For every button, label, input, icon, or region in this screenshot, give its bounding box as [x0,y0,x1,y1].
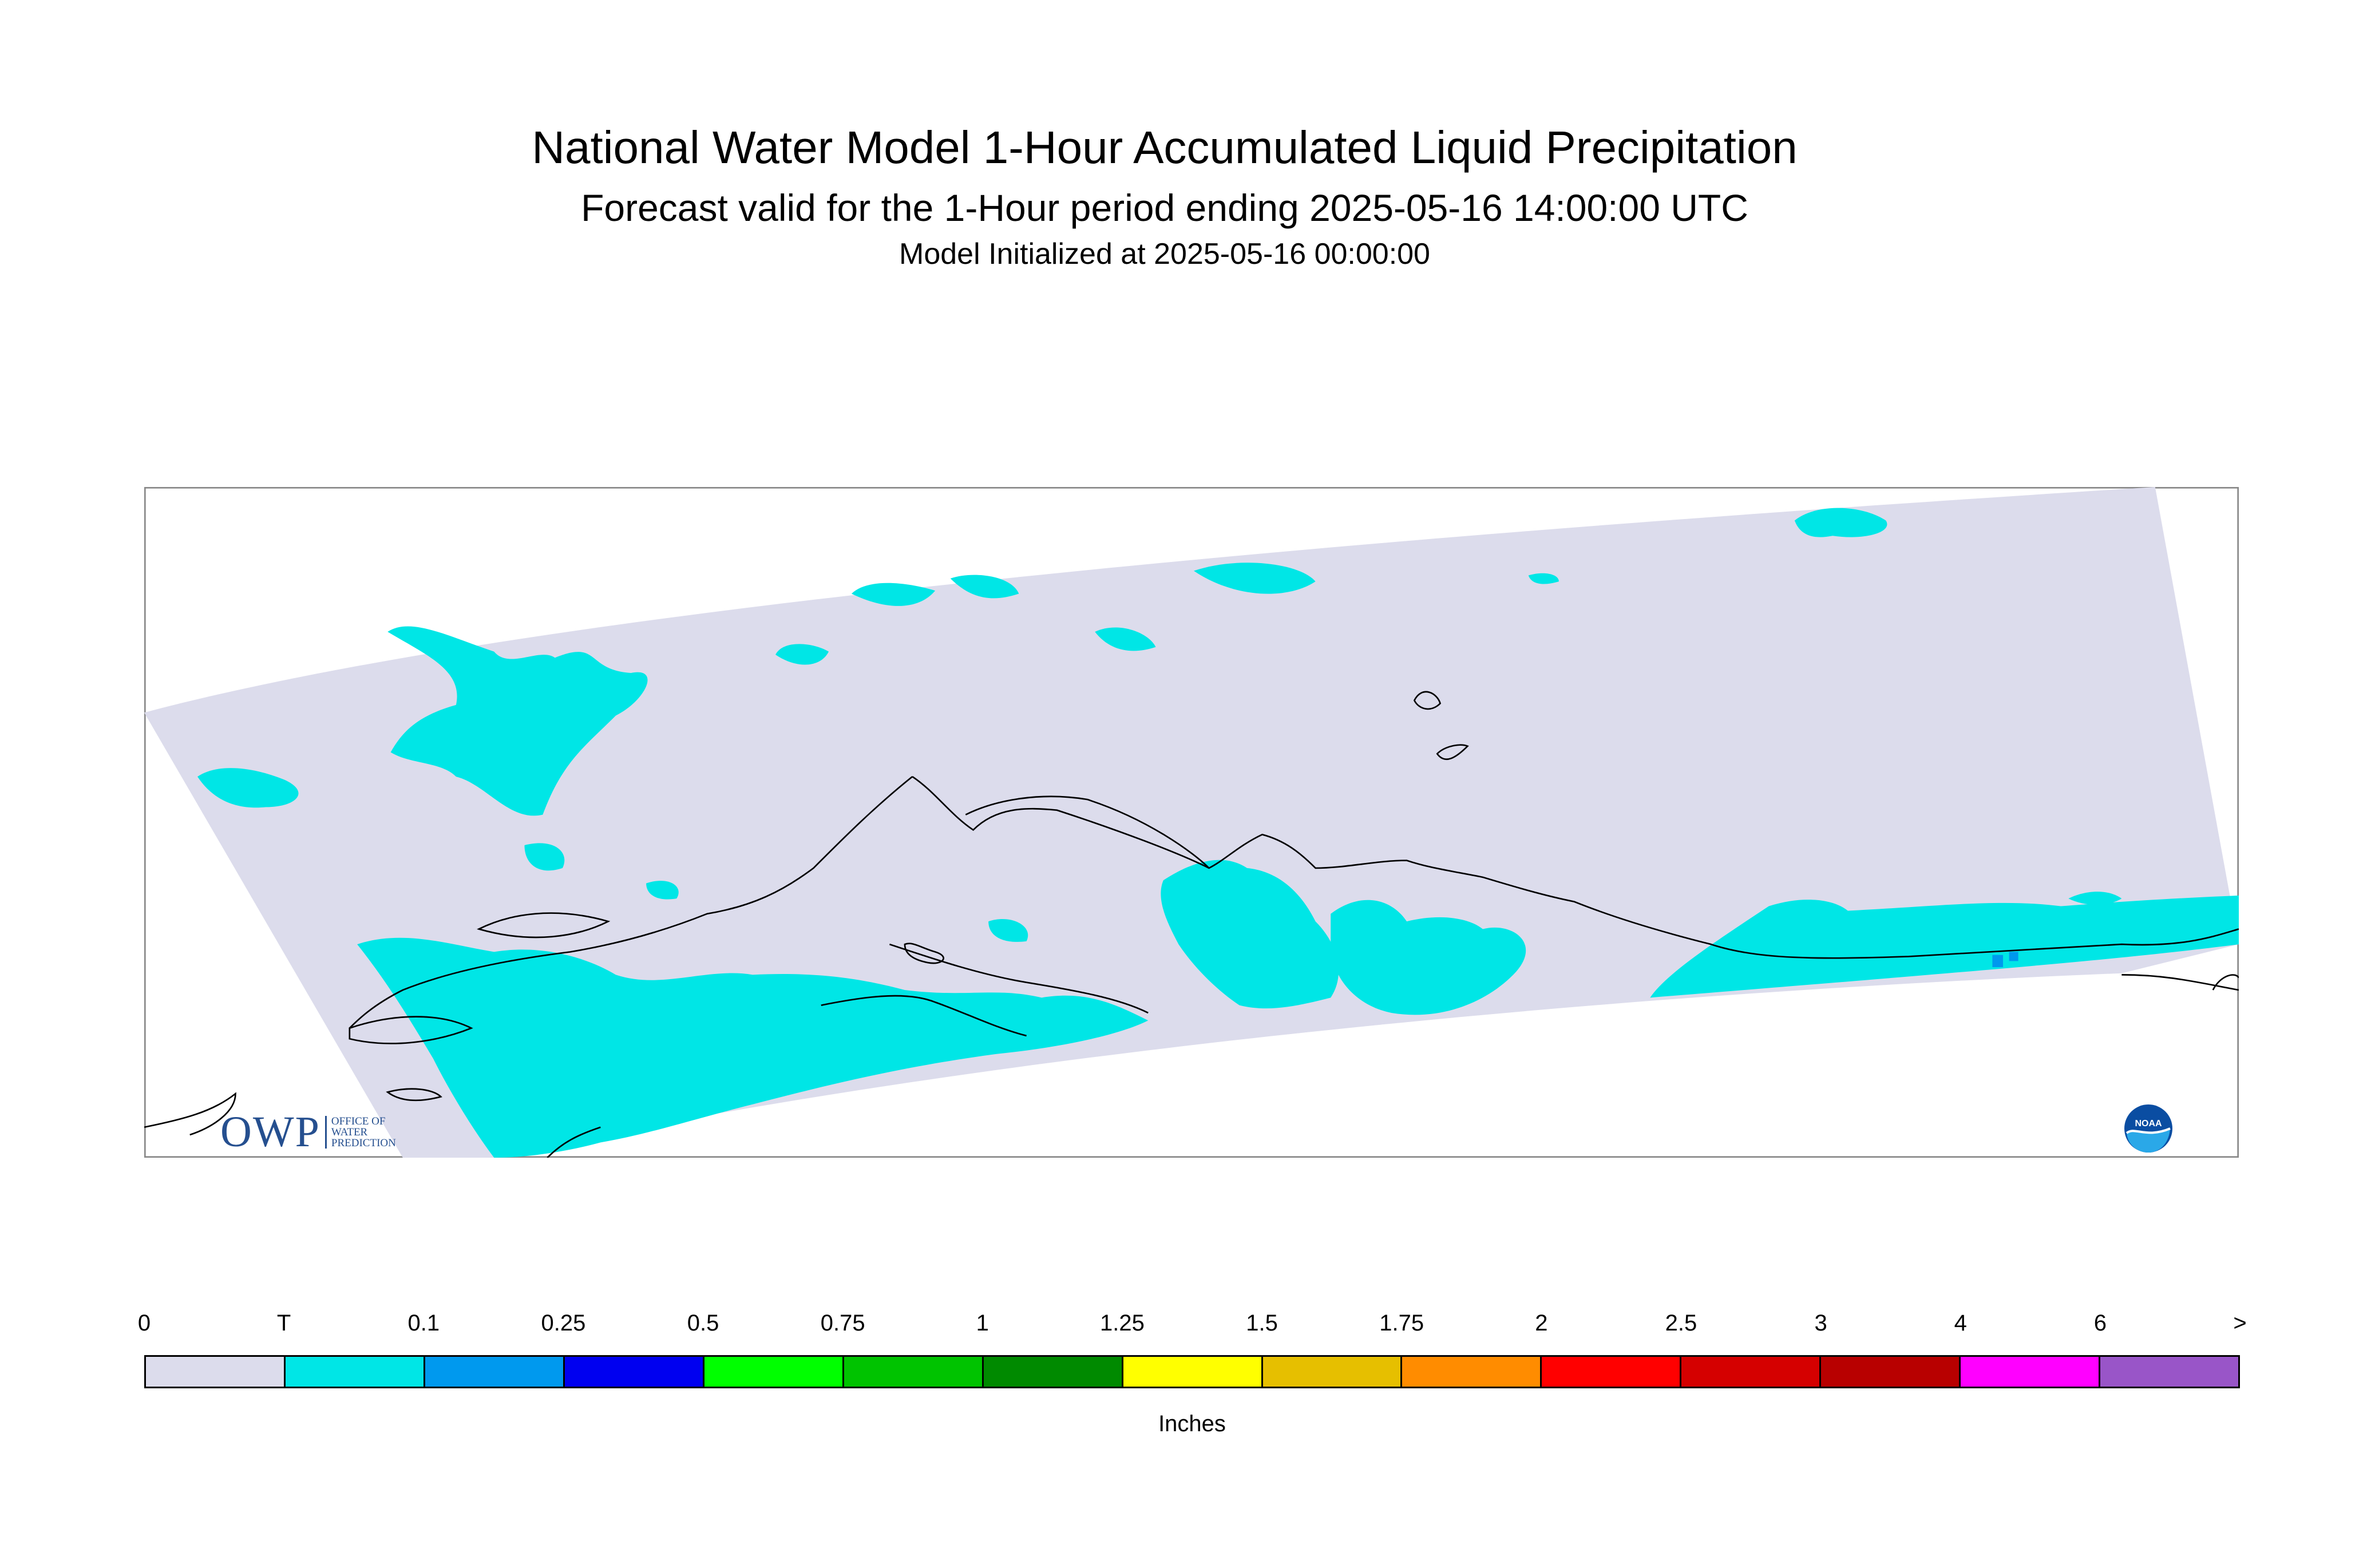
legend-swatch [425,1357,565,1387]
owp-logo-text: OFFICE OF WATER PREDICTION [324,1115,396,1149]
legend-swatch [1961,1357,2101,1387]
precip-area [646,881,679,900]
precipitation-map [144,487,2239,1158]
coastline [1413,691,1442,710]
legend-tick-label: 1.25 [1099,1310,1145,1336]
legend-tick-label: 1 [976,1310,989,1336]
legend-tick-label: 2.5 [1665,1310,1697,1336]
coastline [386,1088,442,1102]
precip-area [524,843,565,871]
legend-swatch [285,1357,425,1387]
owp-logo-line: OFFICE OF [331,1115,386,1127]
legend-swatch [2100,1357,2239,1387]
precip-area [1161,860,1339,1009]
map-subtitle: Forecast valid for the 1-Hour period end… [581,187,1748,229]
precip-light-spot [2009,952,2018,961]
coastline [912,775,2239,959]
legend-tick-label: 0.1 [407,1310,440,1336]
precip-area [1331,900,1526,1015]
coastline [1436,744,1469,761]
legend-swatch [1402,1357,1542,1387]
coastline [349,776,913,1029]
precip-area [1095,627,1156,651]
coastline [2121,974,2239,991]
legend-units: Inches [1158,1411,1226,1436]
coastline [144,1092,236,1136]
legend-swatch [146,1357,286,1387]
precip-area [357,937,1149,1158]
legend-swatch [1681,1357,1822,1387]
legend-tick-label: 0.5 [687,1310,719,1336]
legend-swatch [1821,1357,1961,1387]
owp-logo-line: PREDICTION [331,1137,396,1149]
precip-trace-areas [197,508,2239,1158]
precip-area [1794,508,1887,537]
coastline [2212,974,2239,991]
legend-color-bar [144,1355,2240,1388]
noaa-logo-text: NOAA [2135,1119,2162,1129]
precip-area [1528,573,1559,584]
legend-tick-label: 2 [1535,1310,1548,1336]
precip-area [387,626,648,816]
legend-tick-label: 6 [2093,1310,2107,1336]
legend-swatch [704,1357,844,1387]
legend-swatch [983,1357,1123,1387]
legend-swatch [1542,1357,1682,1387]
precip-area [988,919,1028,942]
owp-logo-line: WATER [331,1126,368,1138]
owp-logo-mark: OWP [220,1107,320,1156]
legend-tick-label: 3 [1814,1310,1827,1336]
legend-tick-label: 0.25 [541,1310,586,1336]
model-init-line: Model Initialized at 2025-05-16 00:00:00 [899,237,1430,271]
precip-area [775,644,829,665]
noaa-logo: NOAA [2124,1104,2172,1153]
coastline [965,795,1210,869]
legend-tick-label: 0.75 [820,1310,865,1336]
coastline [904,943,944,964]
legend-tick-label: 1.75 [1379,1310,1424,1336]
coastline [477,912,611,939]
legend-tick-label: > [2233,1310,2247,1336]
precip-area [1193,563,1316,594]
color-legend: 0 T 0.1 0.25 0.5 0.75 1 1.25 1.5 1.75 2 2.5 3 4 6 > Inc… [138,1310,2247,1459]
precip-light-spot [1992,955,2004,968]
legend-tick-label: T [276,1310,291,1336]
precip-area [197,768,299,808]
coastlines [144,691,2239,1158]
precip-area [851,583,936,606]
precip-light-areas [1992,952,2018,968]
legend-swatch [1262,1357,1403,1387]
precip-area [2068,892,2122,905]
legend-tick-label: 4 [1954,1310,1967,1336]
legend-swatch [1123,1357,1263,1387]
precip-area [1650,895,2239,998]
coastline [889,943,1149,1014]
legend-swatch [844,1357,984,1387]
precip-area [950,575,1019,599]
map-title: National Water Model 1-Hour Accumulated … [532,122,1798,173]
legend-tick-label: 1.5 [1246,1310,1278,1336]
coastline [349,1016,473,1044]
coastline [821,995,1027,1037]
legend-tick-label: 0 [137,1310,151,1336]
coastline [547,1126,601,1158]
legend-swatch [564,1357,704,1387]
owp-logo: OWP OFFICE OF WATER PREDICTION [220,1107,396,1156]
